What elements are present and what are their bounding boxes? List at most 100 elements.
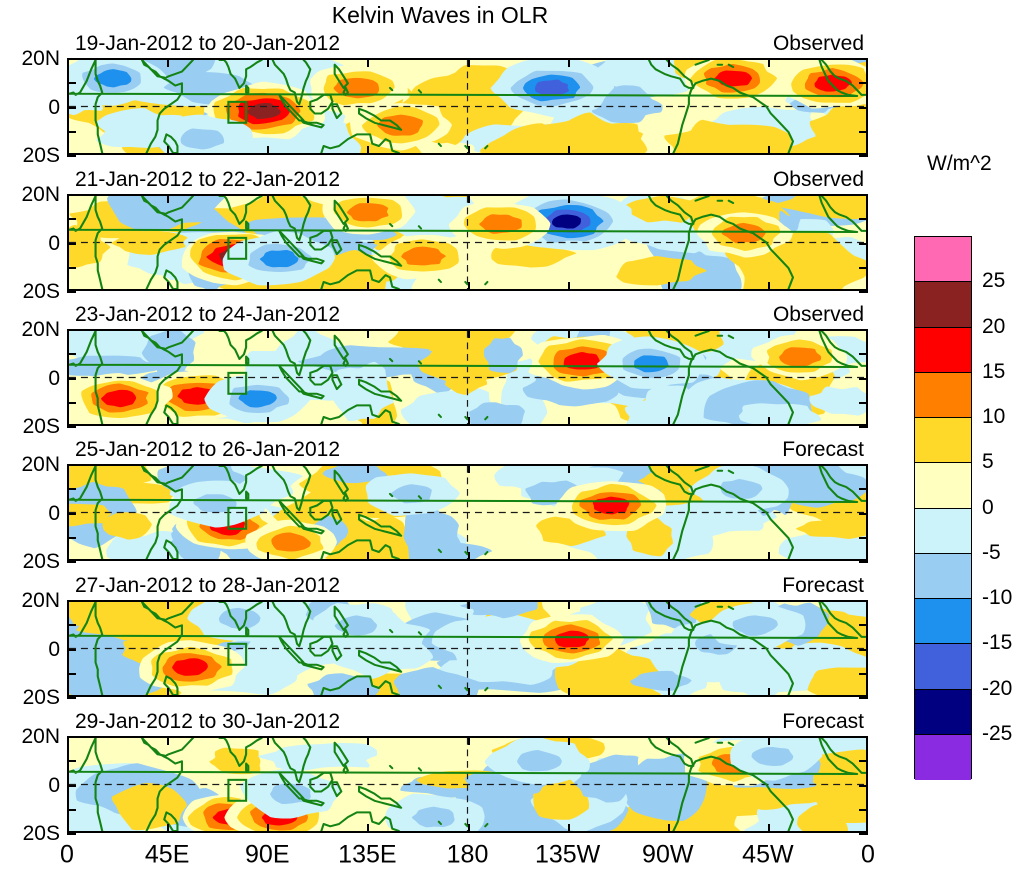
colorbar-tick-label: 20 xyxy=(982,314,1006,338)
x-tick xyxy=(267,146,270,155)
y-tick xyxy=(67,536,76,539)
x-axis-tick-label: 0 xyxy=(60,840,74,869)
y-tick xyxy=(859,697,868,699)
colorbar-tick-label: 5 xyxy=(982,450,994,474)
colorbar-band xyxy=(915,599,971,645)
x-tick xyxy=(467,194,470,203)
x-tick xyxy=(367,329,370,338)
x-tick xyxy=(167,329,170,338)
x-tick xyxy=(767,282,770,291)
x-tick xyxy=(67,329,69,338)
x-tick xyxy=(567,600,570,609)
y-tick xyxy=(859,401,868,404)
x-tick xyxy=(167,600,170,609)
x-tick xyxy=(167,194,170,203)
x-tick xyxy=(667,329,670,338)
y-tick xyxy=(859,808,868,811)
y-axis-label: 0 xyxy=(48,773,60,797)
x-tick xyxy=(567,194,570,203)
page-title: Kelvin Waves in OLR xyxy=(331,2,549,28)
x-tick xyxy=(667,146,670,155)
x-tick xyxy=(67,417,69,426)
y-axis-label: 0 xyxy=(48,366,60,390)
panel-status-label: Forecast xyxy=(782,438,864,461)
x-tick xyxy=(667,464,670,473)
x-tick xyxy=(567,329,570,338)
x-tick xyxy=(567,464,570,473)
y-tick xyxy=(859,353,868,356)
y-tick xyxy=(859,106,868,109)
x-tick xyxy=(167,688,170,697)
y-axis-label: 20S xyxy=(22,280,60,303)
coastlines xyxy=(69,60,866,153)
x-tick xyxy=(367,600,370,609)
colorbar xyxy=(914,236,972,780)
panel-map xyxy=(67,329,868,426)
y-tick xyxy=(67,82,76,85)
x-tick xyxy=(367,146,370,155)
x-tick xyxy=(567,282,570,291)
x-tick xyxy=(467,58,470,67)
x-tick xyxy=(267,552,270,561)
x-tick xyxy=(667,552,670,561)
x-tick xyxy=(467,417,470,426)
index-region-box xyxy=(227,506,248,530)
coastlines xyxy=(69,466,866,559)
x-tick xyxy=(866,736,868,745)
panel-status-label: Observed xyxy=(772,303,864,326)
y-axis-label: 20S xyxy=(22,550,60,573)
x-tick xyxy=(67,194,69,203)
y-tick xyxy=(859,58,868,60)
y-tick xyxy=(67,130,76,133)
panel-map xyxy=(67,600,868,697)
x-tick xyxy=(667,282,670,291)
x-tick xyxy=(467,464,470,473)
y-axis-label: 20S xyxy=(22,822,60,845)
colorbar-band xyxy=(915,734,971,780)
y-tick xyxy=(67,512,76,515)
y-tick xyxy=(67,624,76,627)
x-tick xyxy=(167,282,170,291)
panel-map xyxy=(67,736,868,833)
y-tick xyxy=(67,155,76,157)
x-tick xyxy=(467,600,470,609)
y-tick xyxy=(67,561,76,563)
panel-3: 23-Jan-2012 to 24-Jan-2012 Observed xyxy=(67,303,868,430)
x-tick xyxy=(367,552,370,561)
x-tick xyxy=(367,824,370,833)
x-axis-tick-label: 45W xyxy=(742,840,794,869)
colorbar-band xyxy=(915,644,971,690)
x-tick xyxy=(767,58,770,67)
x-tick xyxy=(667,688,670,697)
y-axis-label: 20S xyxy=(22,415,60,438)
index-region-box xyxy=(227,100,248,124)
panel-status-label: Observed xyxy=(772,32,864,55)
y-tick xyxy=(67,833,76,835)
y-axis-label: 20N xyxy=(21,183,60,206)
panel-map xyxy=(67,58,868,155)
x-tick xyxy=(367,282,370,291)
x-axis-tick-label: 135W xyxy=(534,840,601,869)
y-tick xyxy=(859,464,868,466)
colorbar-band xyxy=(915,237,971,283)
y-tick xyxy=(859,377,868,380)
x-tick xyxy=(667,600,670,609)
y-tick xyxy=(859,536,868,539)
y-axis-label: 0 xyxy=(48,231,60,255)
x-tick xyxy=(167,417,170,426)
y-tick xyxy=(67,401,76,404)
y-tick xyxy=(67,377,76,380)
y-tick xyxy=(67,697,76,699)
panel-date-label: 29-Jan-2012 to 30-Jan-2012 xyxy=(75,710,341,733)
x-tick xyxy=(67,58,69,67)
x-tick xyxy=(167,824,170,833)
y-tick xyxy=(859,266,868,269)
colorbar-band xyxy=(915,282,971,328)
x-tick xyxy=(67,146,69,155)
y-tick xyxy=(859,760,868,763)
x-tick xyxy=(267,417,270,426)
x-tick xyxy=(467,552,470,561)
x-tick xyxy=(267,282,270,291)
y-axis-label: 20N xyxy=(21,47,60,70)
x-tick xyxy=(367,417,370,426)
